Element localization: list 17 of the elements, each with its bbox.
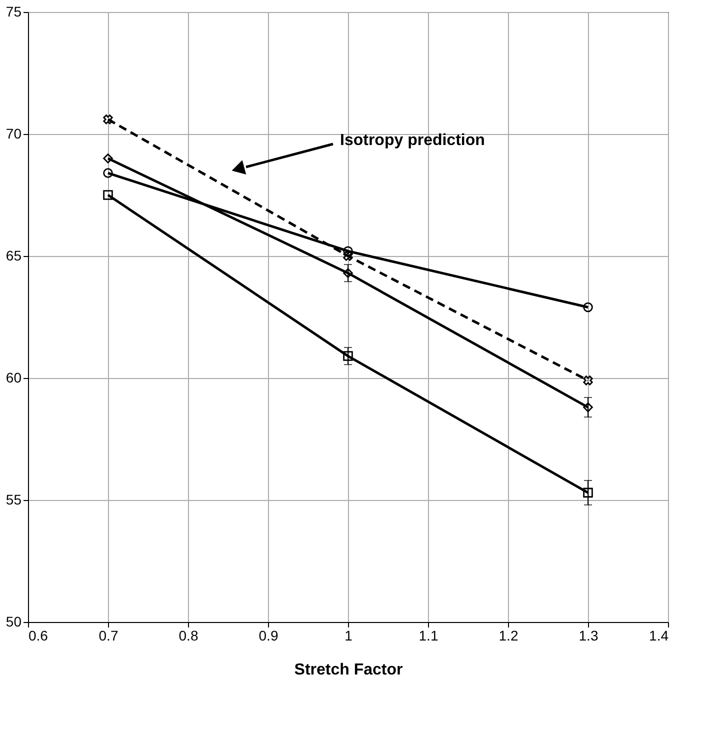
x-tick-label: 0.8 bbox=[178, 628, 198, 644]
y-tick-label: 70 bbox=[6, 126, 22, 142]
x-tick-label: 1.4 bbox=[649, 628, 669, 644]
x-tick-label: 0.9 bbox=[258, 628, 278, 644]
annotation: Isotropy prediction bbox=[340, 132, 485, 149]
x-tick-label: 1.1 bbox=[418, 628, 438, 644]
y-tick-label: 55 bbox=[6, 492, 22, 508]
x-tick-label: 0.6 bbox=[28, 628, 48, 644]
y-tick-label: 60 bbox=[6, 370, 22, 386]
y-tick-label: 65 bbox=[6, 248, 22, 264]
x-tick-label: 0.7 bbox=[98, 628, 118, 644]
x-axis-title: Stretch Factor bbox=[294, 662, 403, 678]
y-tick-label: 50 bbox=[6, 614, 22, 630]
x-tick-label: 1.3 bbox=[578, 628, 598, 644]
x-tick-label: 1.2 bbox=[498, 628, 518, 644]
y-tick-label: 75 bbox=[6, 4, 22, 20]
x-tick-label: 1 bbox=[344, 628, 353, 644]
